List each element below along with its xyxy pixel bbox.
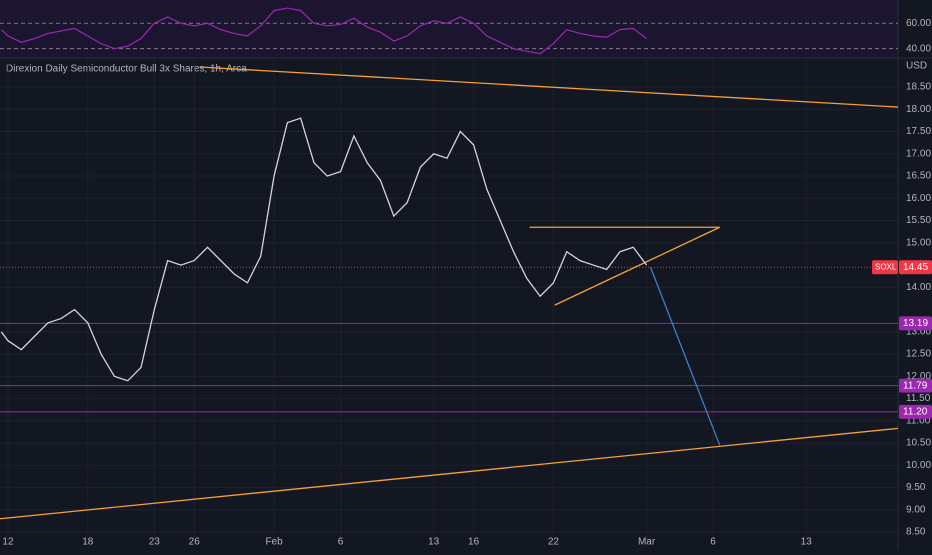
rsi-line [0, 7, 647, 55]
y-tick-label: 16.00 [906, 193, 931, 204]
rsi-tick-label: 60.00 [906, 18, 931, 29]
y-tick-label: 17.50 [906, 126, 931, 137]
level-tag-label: 13.19 [903, 318, 928, 329]
symbol-tag-label: SOXL [875, 262, 897, 271]
level-tag-label: 11.79 [903, 380, 928, 391]
rsi-pane [0, 0, 898, 58]
y-tick-label: 8.50 [906, 527, 926, 538]
x-tick-label: 13 [428, 537, 440, 548]
price-tag [899, 260, 932, 275]
level-tag [899, 404, 932, 419]
level-tag-label: 11.20 [903, 407, 928, 418]
y-tick-label: 15.00 [906, 237, 931, 248]
y-tick-label: 18.00 [906, 104, 931, 115]
symbol-tag [872, 260, 898, 275]
chart-title: Direxion Daily Semiconductor Bull 3x Sha… [6, 64, 247, 75]
y-tick-label: 12.50 [906, 349, 931, 360]
x-tick-label: 22 [548, 537, 560, 548]
y-tick-label: 17.00 [906, 148, 931, 159]
y-tick-label: 11.00 [906, 415, 931, 426]
trend-line [0, 427, 899, 520]
x-tick-label: 6 [338, 537, 344, 548]
y-tick-label: 18.50 [906, 82, 931, 93]
y-tick-label: 10.50 [906, 438, 931, 449]
x-tick-label: 18 [82, 537, 94, 548]
x-tick-label: 13 [801, 537, 813, 548]
x-tick-label: 6 [710, 537, 716, 548]
currency-label: USD [906, 61, 927, 72]
x-tick-label: 26 [189, 537, 201, 548]
x-tick-label: Feb [265, 537, 283, 548]
y-tick-label: 15.50 [906, 215, 931, 226]
level-tag [899, 316, 932, 331]
y-tick-label: 10.00 [906, 460, 931, 471]
rsi-tick-label: 40.00 [906, 43, 931, 54]
price-line [0, 117, 648, 382]
y-tick-label: 13.00 [906, 326, 931, 337]
y-tick-label: 11.50 [906, 393, 931, 404]
trend-line [649, 267, 721, 446]
x-tick-label: 16 [468, 537, 480, 548]
price-tag-label: 14.45 [903, 262, 928, 273]
y-tick-label: 9.50 [906, 482, 926, 493]
y-tick-label: 16.50 [906, 171, 931, 182]
x-tick-label: 23 [149, 537, 161, 548]
trend-line [199, 66, 899, 108]
y-tick-label: 9.00 [906, 504, 926, 515]
x-tick-label: 12 [2, 537, 14, 548]
level-tag [899, 378, 932, 393]
y-tick-label: 12.00 [906, 371, 931, 382]
x-tick-label: Mar [638, 537, 656, 548]
y-tick-label: 14.00 [906, 282, 931, 293]
trend-line [554, 226, 721, 306]
